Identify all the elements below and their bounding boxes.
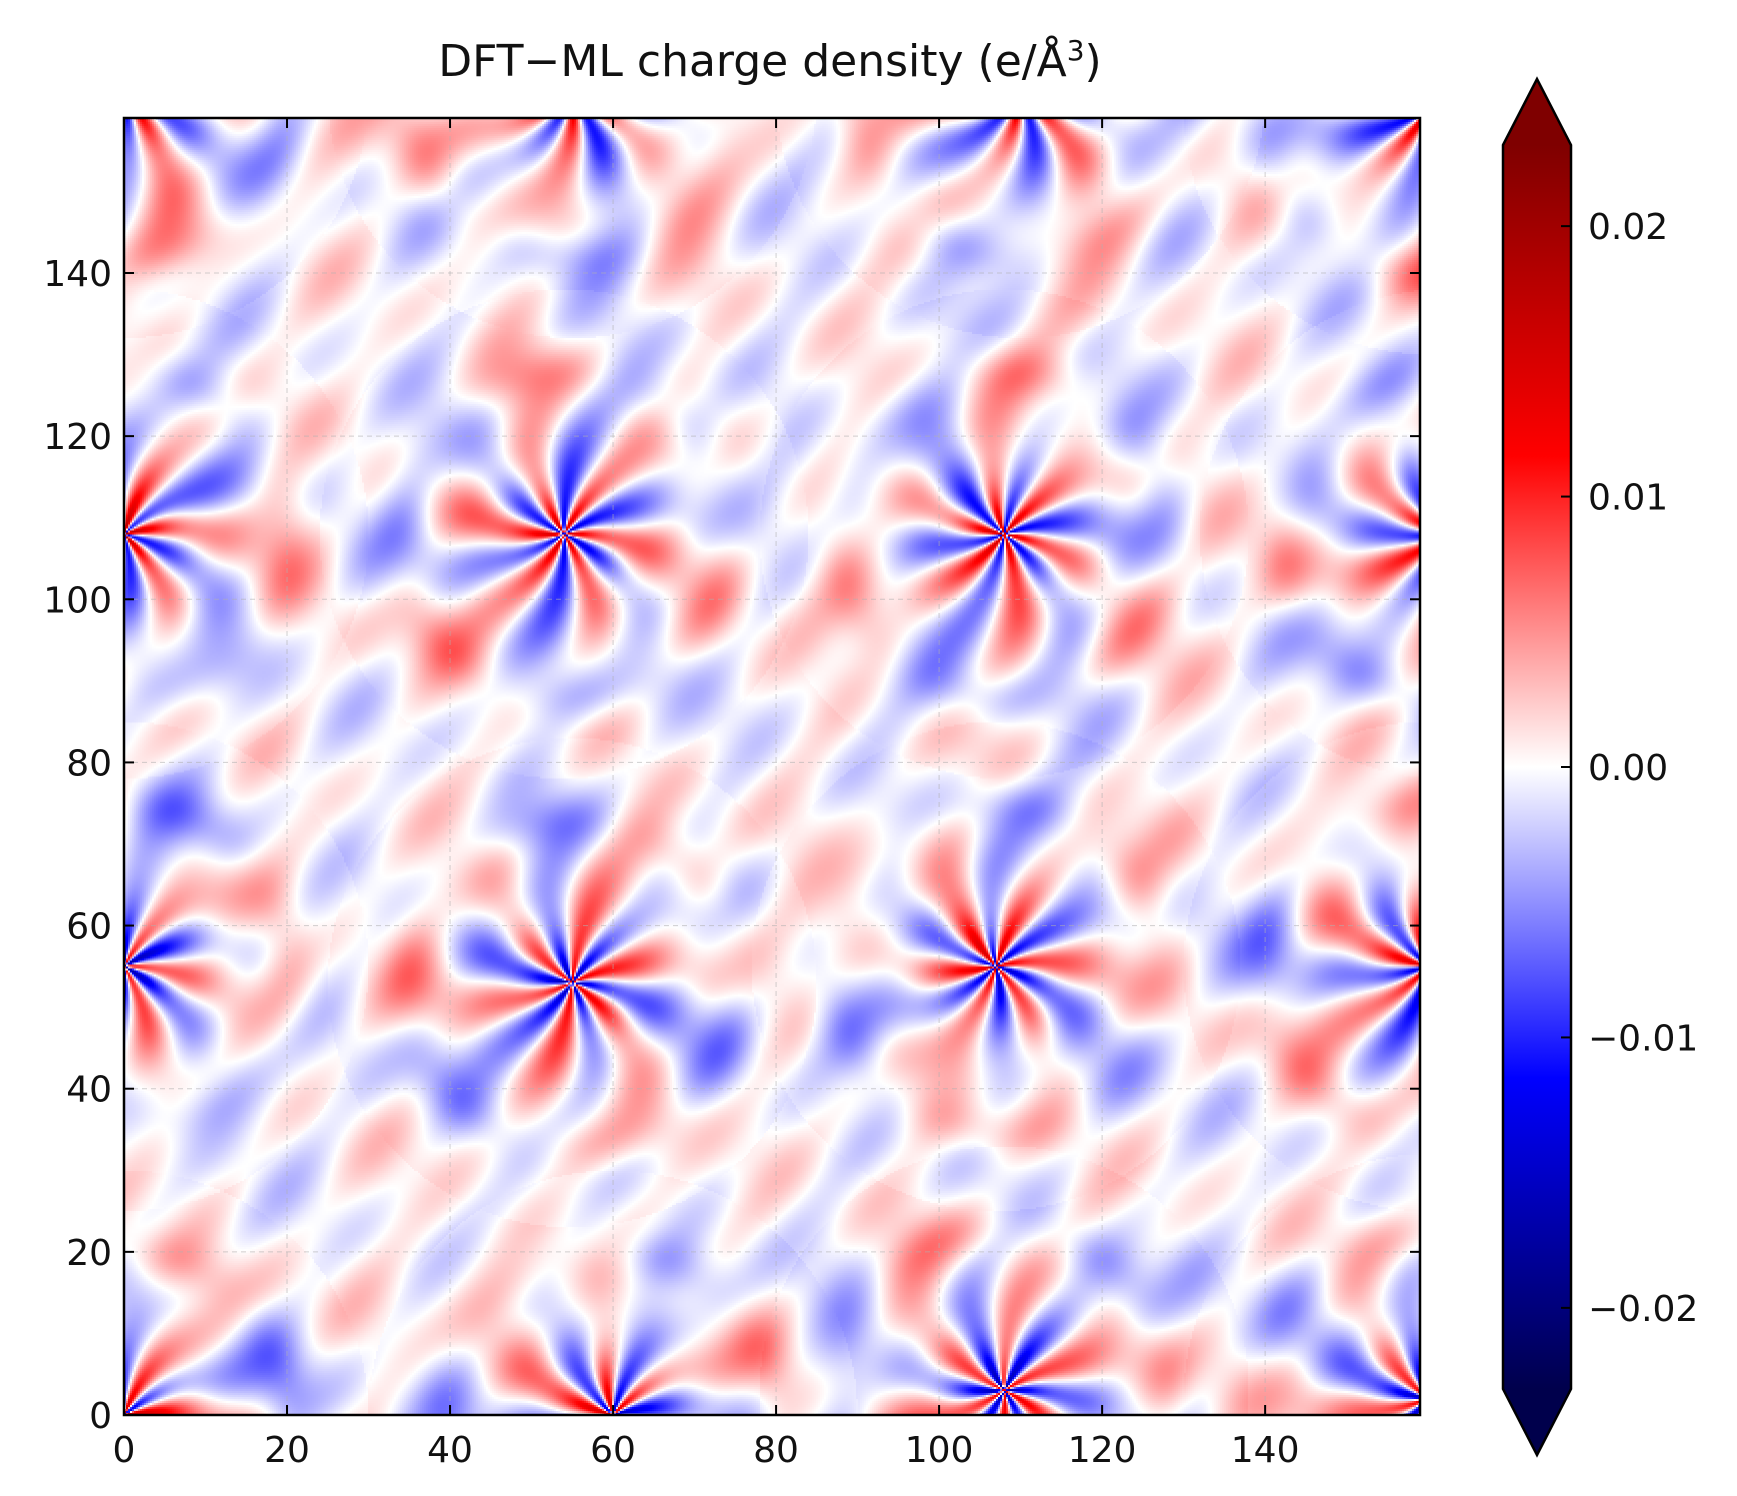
y-tick-label: 100 xyxy=(43,580,112,621)
x-tick-label: 80 xyxy=(753,1430,799,1471)
y-axis: 0 20 40 60 80 100 120 140 xyxy=(43,254,1420,1437)
colorbar: −0.02 −0.01 0.00 0.01 0.02 xyxy=(1501,76,1698,1458)
colorbar-outline xyxy=(1501,76,1573,1458)
chart-title-superscript: 3 xyxy=(1067,34,1085,67)
colorbar-extend-min xyxy=(1503,1389,1571,1455)
chart-title-close: ) xyxy=(1085,36,1102,87)
colorbar-extend-max xyxy=(1503,79,1571,145)
chart-title-main: DFT−ML charge density (e/Å xyxy=(438,34,1066,87)
x-tick-label: 40 xyxy=(427,1430,473,1471)
heatmap-plot-area: 0 20 40 60 80 100 120 140 0 20 40 60 80 100 120 140 xyxy=(43,116,1422,1471)
colorbar-tick-label: 0.00 xyxy=(1588,748,1668,789)
colorbar-gradient xyxy=(1503,145,1571,1389)
chart-title: DFT−ML charge density (e/Å3) xyxy=(438,34,1101,88)
x-tick-label: 0 xyxy=(113,1430,136,1471)
x-axis: 0 20 40 60 80 100 120 140 xyxy=(113,118,1300,1471)
colorbar-ticks: −0.02 −0.01 0.00 0.01 0.02 xyxy=(1561,207,1698,1330)
colorbar-tick-label: 0.02 xyxy=(1588,207,1668,248)
plot-frame xyxy=(122,116,1422,1417)
y-tick-label: 0 xyxy=(89,1396,112,1437)
x-tick-label: 120 xyxy=(1068,1430,1137,1471)
colorbar-tick-label: −0.02 xyxy=(1588,1289,1698,1330)
y-tick-label: 80 xyxy=(66,743,112,784)
x-tick-label: 140 xyxy=(1231,1430,1300,1471)
colorbar-tick-label: 0.01 xyxy=(1588,478,1668,519)
x-tick-label: 100 xyxy=(905,1430,974,1471)
y-tick-label: 60 xyxy=(66,907,112,948)
x-tick-label: 20 xyxy=(264,1430,310,1471)
y-tick-label: 20 xyxy=(66,1233,112,1274)
x-tick-label: 60 xyxy=(590,1430,636,1471)
grid-lines xyxy=(124,118,1420,1415)
heatmap-image xyxy=(124,118,1420,1415)
y-tick-label: 120 xyxy=(43,417,112,458)
y-tick-label: 40 xyxy=(66,1070,112,1111)
colorbar-tick-label: −0.01 xyxy=(1588,1018,1698,1059)
y-tick-label: 140 xyxy=(43,254,112,295)
